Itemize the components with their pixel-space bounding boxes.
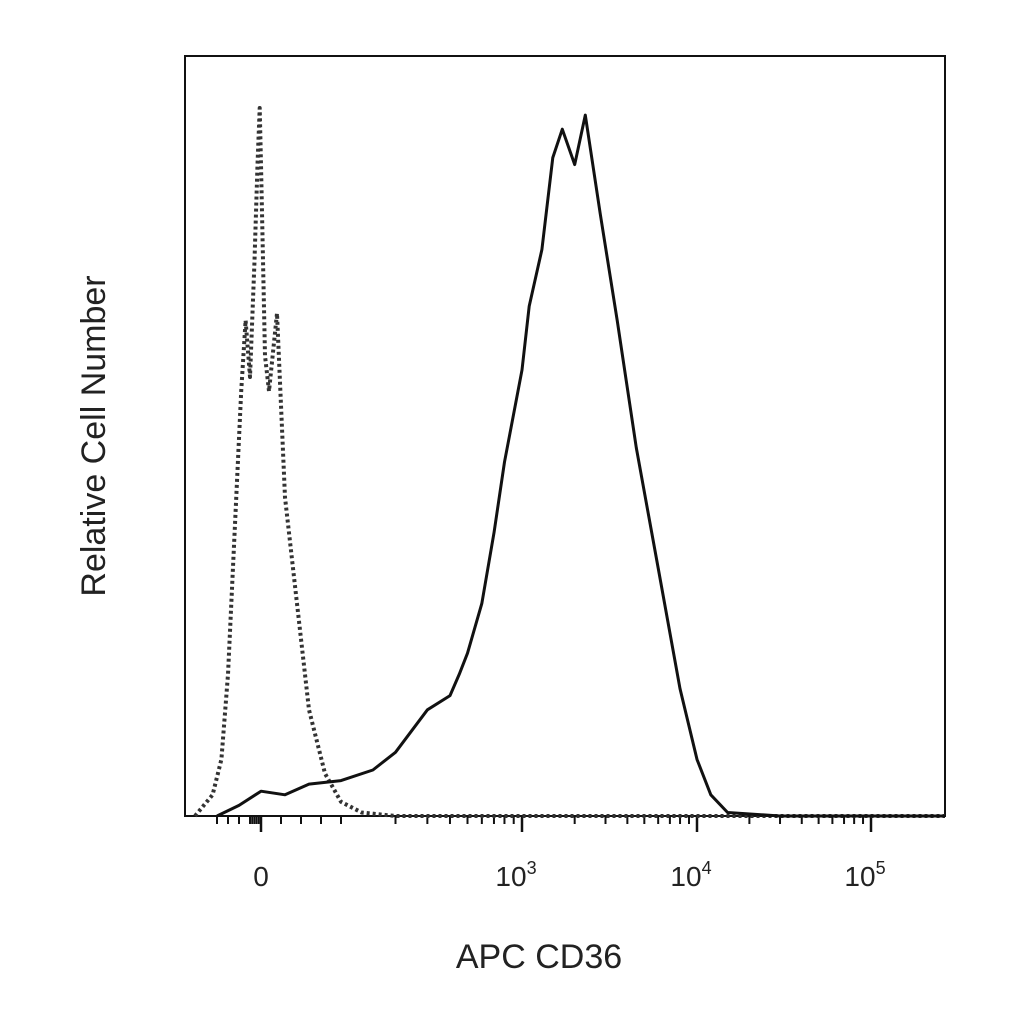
x-axis-label: APC CD36 bbox=[456, 938, 622, 976]
x-tick-label: 103 bbox=[495, 858, 536, 892]
y-axis-label: Relative Cell Number bbox=[75, 275, 113, 596]
x-tick-label: 0 bbox=[253, 861, 269, 892]
x-axis-tick-labels: 0 103 104 105 bbox=[253, 858, 885, 892]
cd36-histogram-line bbox=[216, 113, 945, 818]
x-tick-label: 104 bbox=[670, 858, 711, 892]
plot-frame bbox=[184, 55, 946, 817]
x-tick-label: 105 bbox=[844, 858, 885, 892]
control-histogram-line bbox=[193, 106, 945, 818]
histogram-series bbox=[193, 106, 945, 818]
x-axis-ticks bbox=[216, 816, 873, 832]
